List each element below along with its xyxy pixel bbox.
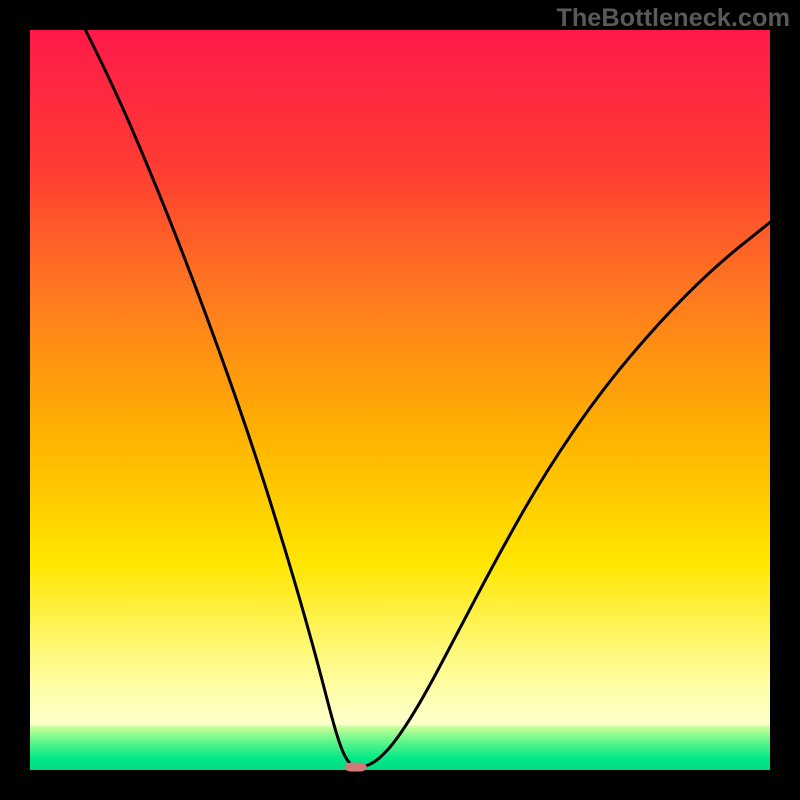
chart-container: TheBottleneck.com (0, 0, 800, 800)
bottleneck-chart (0, 0, 800, 800)
optimum-marker (345, 763, 367, 772)
plot-area (30, 30, 770, 770)
watermark-text: TheBottleneck.com (556, 4, 790, 33)
